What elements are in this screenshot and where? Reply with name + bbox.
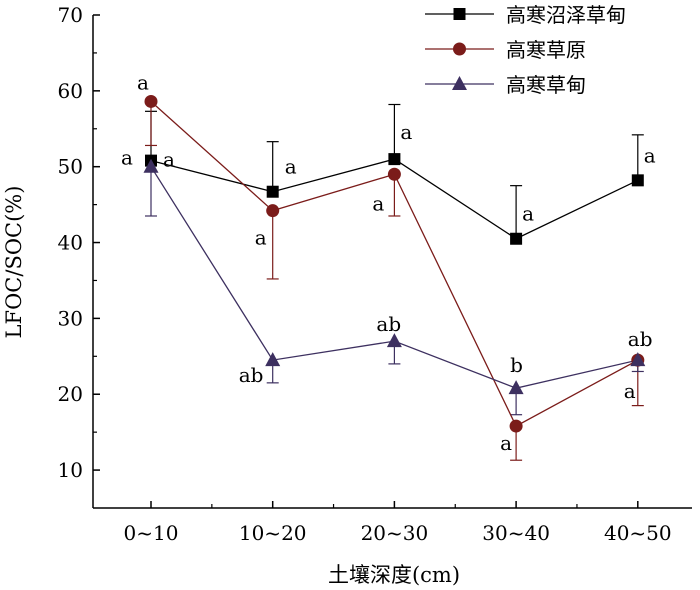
legend-marker (453, 42, 466, 56)
significance-label: a (121, 146, 133, 170)
legend-label: 高寒草原 (506, 38, 586, 62)
significance-label: a (644, 143, 656, 167)
y-tick-label: 30 (58, 306, 83, 330)
significance-label: a (522, 202, 534, 226)
y-tick-label: 60 (58, 79, 83, 103)
data-point-triangle (265, 352, 281, 367)
data-point-square (631, 174, 644, 187)
axes: 10 20 30 40 50 60 70 0~10 10~20 20~30 30~40 40~50 (58, 3, 692, 545)
significance-label: a (372, 191, 384, 215)
significance-label: ab (376, 312, 401, 336)
significance-label: a (163, 148, 175, 172)
data-point-triangle (508, 380, 524, 395)
data-point-triangle (630, 352, 646, 367)
x-tick-label: 0~10 (124, 521, 179, 545)
legend-label: 高寒沼泽草甸 (506, 3, 626, 27)
y-tick-label: 70 (58, 3, 83, 27)
significance-label: a (285, 155, 297, 179)
data-point-circle (509, 419, 523, 433)
significance-label: a (500, 431, 512, 455)
legend-label: 高寒草甸 (506, 73, 586, 97)
data-point-square (266, 185, 279, 198)
significance-label: ab (628, 327, 653, 351)
significance-label: ab (239, 363, 264, 387)
x-axis-title: 土壤深度(cm) (328, 563, 460, 587)
significance-label: a (400, 120, 412, 144)
data-point-square (510, 232, 523, 245)
y-tick-label: 50 (58, 155, 83, 179)
data-point-triangle (386, 333, 402, 348)
x-tick-label: 10~20 (239, 521, 307, 545)
significance-label: a (137, 70, 149, 94)
significance-labels: a a a a a a a a a a a ab ab b ab (121, 70, 656, 455)
legend-marker (452, 76, 467, 90)
data-point-square (388, 153, 401, 166)
x-tick-label: 30~40 (482, 521, 550, 545)
legend-marker (453, 8, 466, 20)
series-markers (143, 94, 646, 433)
significance-label: b (510, 353, 523, 377)
data-point-circle (387, 167, 401, 181)
significance-label: a (624, 379, 636, 403)
y-axis-title: LFOC/SOC(%) (2, 186, 26, 339)
y-tick-label: 20 (58, 382, 83, 406)
data-point-circle (266, 204, 280, 218)
data-point-circle (144, 94, 158, 108)
data-point-triangle (143, 158, 159, 173)
x-tick-label: 20~30 (361, 521, 429, 545)
x-tick-label: 40~50 (604, 521, 672, 545)
significance-label: a (255, 226, 267, 250)
y-tick-label: 10 (58, 458, 83, 482)
error-bars (145, 101, 644, 461)
y-tick-label: 40 (58, 231, 83, 255)
